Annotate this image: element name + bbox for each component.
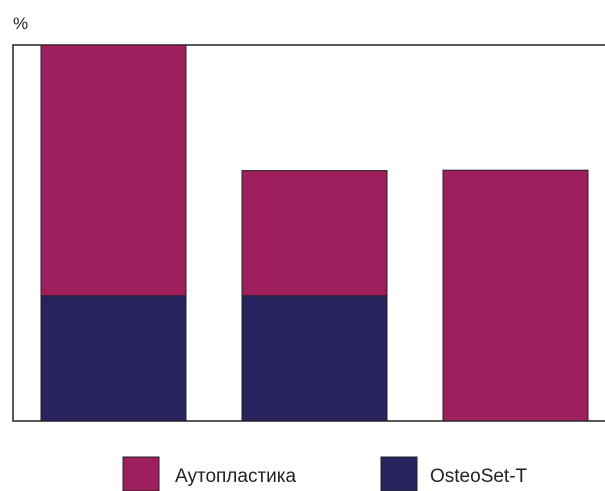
legend-label-autoplasty: Аутопластика [175,466,297,487]
legend-swatch-autoplasty [122,456,160,491]
bar-1-segment-autoplasty [40,44,187,297]
bar-1-segment-osteoset [40,295,187,422]
bars-group [40,44,589,422]
legend-label-osteoset: OsteoSet-T [430,466,528,487]
bar-3-segment-autoplasty [442,169,589,422]
bar-2-segment-autoplasty [241,170,388,297]
bar-2-segment-osteoset [241,295,388,422]
legend: Аутопластика OsteoSet-T [122,456,528,491]
legend-swatch-osteoset [380,456,418,491]
y-axis-label: % [13,14,28,33]
